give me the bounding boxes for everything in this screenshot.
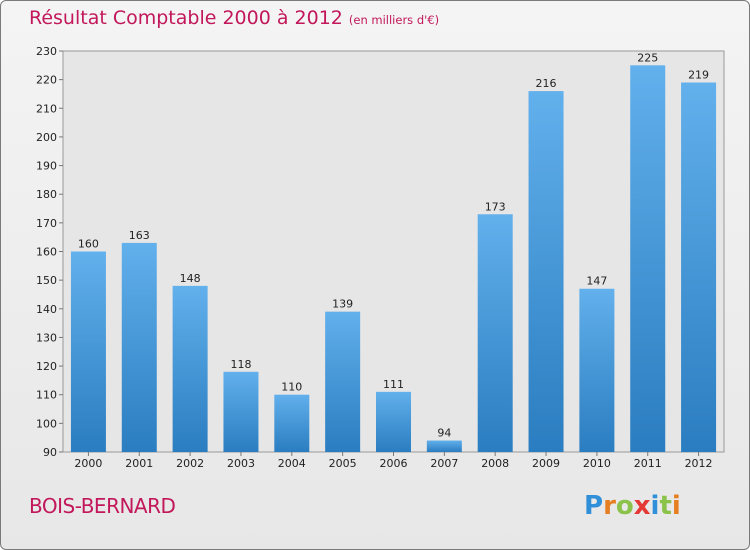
x-tick-label: 2012 xyxy=(685,457,713,470)
data-label-2002: 148 xyxy=(180,272,201,285)
x-tick-label: 2000 xyxy=(74,457,102,470)
y-tick-label: 100 xyxy=(36,417,57,430)
data-label-2006: 111 xyxy=(383,378,404,391)
data-label-2012: 219 xyxy=(688,69,709,82)
bar-2000 xyxy=(70,251,106,452)
x-tick-label: 2009 xyxy=(532,457,560,470)
x-axis: 2000 2001 2002 2003 2004 2005 2006 2007 2008 2009… xyxy=(74,452,713,470)
data-label-2007: 94 xyxy=(437,427,451,440)
chart-title: Résultat Comptable 2000 à 2012 (en millie… xyxy=(29,7,439,29)
data-label-2009: 216 xyxy=(536,77,557,90)
x-tick-label: 2005 xyxy=(329,457,357,470)
bar-2010 xyxy=(579,288,615,452)
data-label-2004: 110 xyxy=(281,381,302,394)
logo-letter: r xyxy=(603,491,616,521)
logo-letter: P xyxy=(584,491,604,521)
x-tick-label: 2008 xyxy=(481,457,509,470)
bar-2012 xyxy=(681,82,717,452)
x-tick-label: 2002 xyxy=(176,457,204,470)
data-label-2005: 139 xyxy=(332,298,353,311)
bar-2001 xyxy=(121,242,157,452)
logo-letter: o xyxy=(615,491,634,521)
bar-2009 xyxy=(528,91,564,452)
data-label-2001: 163 xyxy=(129,229,150,242)
data-label-2010: 147 xyxy=(586,275,607,288)
y-tick-label: 110 xyxy=(36,389,57,402)
y-tick-label: 140 xyxy=(36,303,57,316)
bar-2005 xyxy=(325,311,361,452)
bar-2007 xyxy=(426,440,462,452)
y-tick-label: 220 xyxy=(36,74,57,87)
data-label-2008: 173 xyxy=(485,200,506,213)
chart-title-text: Résultat Comptable 2000 à 2012 xyxy=(29,7,343,29)
proxiti-logo: Proxiti xyxy=(584,491,681,521)
bar-2008 xyxy=(477,214,513,452)
y-tick-label: 120 xyxy=(36,360,57,373)
logo-letter: x xyxy=(633,491,651,521)
x-tick-label: 2006 xyxy=(380,457,408,470)
data-label-2011: 225 xyxy=(637,51,658,64)
data-label-2000: 160 xyxy=(78,238,99,251)
y-tick-label: 230 xyxy=(36,45,57,58)
y-tick-label: 160 xyxy=(36,246,57,259)
y-tick-label: 200 xyxy=(36,131,57,144)
logo-letter: i xyxy=(671,491,681,521)
x-tick-label: 2004 xyxy=(278,457,306,470)
logo-letter: i xyxy=(650,491,660,521)
x-tick-label: 2001 xyxy=(125,457,153,470)
y-tick-label: 180 xyxy=(36,188,57,201)
x-tick-label: 2003 xyxy=(227,457,255,470)
bar-2003 xyxy=(223,371,259,452)
x-tick-label: 2011 xyxy=(634,457,662,470)
logo-letter: t xyxy=(659,491,672,521)
bars-group: 160 163 148 118 110 139 111 94 173 216 147 225 219 xyxy=(70,51,717,453)
bar-2002 xyxy=(172,285,208,452)
y-tick-label: 170 xyxy=(36,217,57,230)
x-tick-label: 2007 xyxy=(430,457,458,470)
bar-2006 xyxy=(376,391,411,452)
bar-2011 xyxy=(630,65,666,453)
y-axis: 90 100 110 120 130 140 150 160 170 180 190 200 210 22… xyxy=(36,45,63,459)
y-tick-label: 150 xyxy=(36,274,57,287)
y-tick-label: 130 xyxy=(36,331,57,344)
place-name: BOIS-BERNARD xyxy=(29,494,176,518)
y-tick-label: 210 xyxy=(36,102,57,115)
data-label-2003: 118 xyxy=(230,358,251,371)
y-tick-label: 190 xyxy=(36,160,57,173)
chart-subtitle: (en milliers d'€) xyxy=(348,13,440,27)
x-tick-label: 2010 xyxy=(583,457,611,470)
y-tick-label: 90 xyxy=(43,446,57,459)
bar-2004 xyxy=(274,394,310,452)
